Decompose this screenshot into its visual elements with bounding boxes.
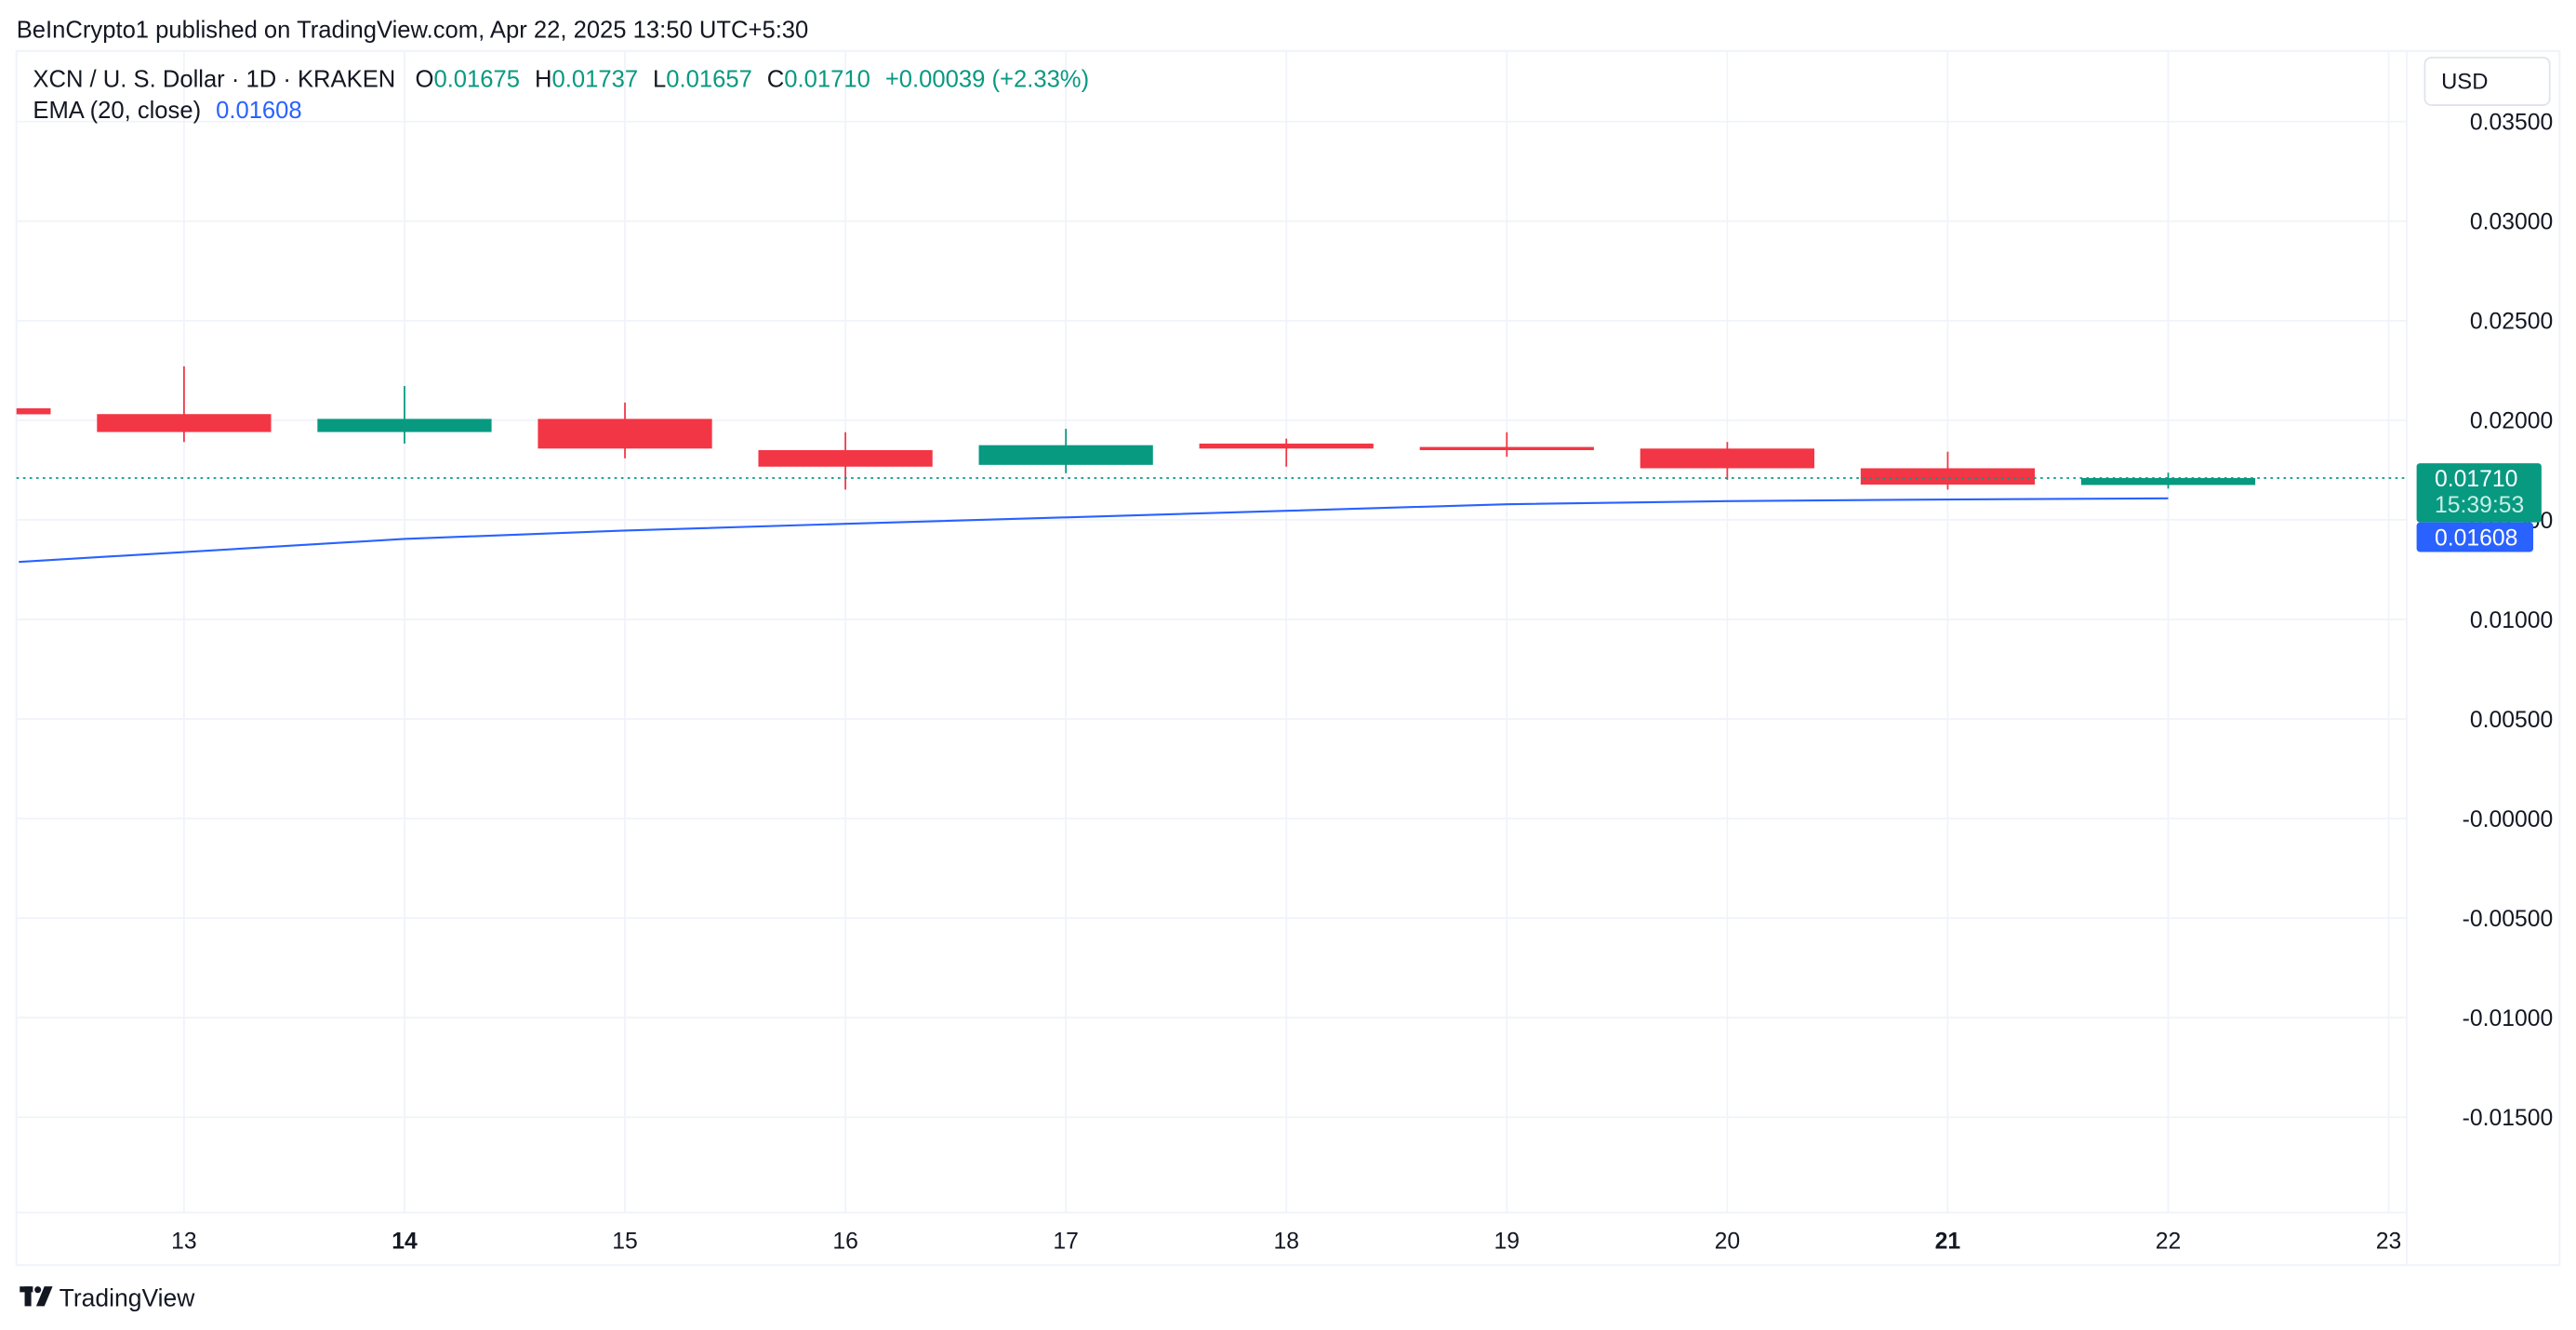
- y-tick-label: 0.02500: [2470, 310, 2553, 335]
- close-label: C: [767, 67, 785, 93]
- bar-countdown: 15:39:53: [2435, 493, 2524, 518]
- legend-ema[interactable]: EMA (20, close) 0.01608: [33, 98, 301, 124]
- candle-up: [2080, 472, 2256, 489]
- y-tick-label: 0.02000: [2470, 409, 2553, 434]
- candle-down: [758, 432, 933, 490]
- candle-body: [1419, 446, 1594, 450]
- candle-up: [317, 386, 492, 444]
- ema-label: EMA (20, close): [33, 98, 201, 124]
- x-tick-label: 18: [1273, 1230, 1299, 1255]
- grid: [16, 50, 2408, 1213]
- y-tick-label: 0.00500: [2470, 708, 2553, 733]
- x-tick-label: 21: [1935, 1230, 1961, 1255]
- candle-up: [978, 429, 1153, 473]
- change-value: +0.00039 (+2.33%): [885, 67, 1089, 93]
- y-tick-label: -0.00500: [2463, 907, 2554, 932]
- candle-body: [1640, 448, 1814, 469]
- x-tick-label: 16: [832, 1230, 858, 1255]
- chart-frame: [15, 49, 2561, 1267]
- candle-down: [1419, 432, 1594, 458]
- y-tick-label: 0.03000: [2470, 210, 2553, 235]
- price-axis[interactable]: 0.035000.030000.025000.020000.015000.010…: [2463, 111, 2554, 1132]
- candle-body: [317, 419, 492, 432]
- currency-label: USD: [2441, 69, 2488, 94]
- low-value: 0.01657: [666, 67, 752, 93]
- x-tick-label: 20: [1715, 1230, 1740, 1255]
- y-tick-label: 0.01000: [2470, 608, 2553, 633]
- close-value: 0.01710: [784, 67, 870, 93]
- published-caption: BeInCrypto1 published on TradingView.com…: [17, 18, 809, 44]
- open-label: O: [416, 67, 434, 93]
- legend-symbol: XCN / U. S. Dollar · 1D · KRAKEN: [33, 67, 395, 93]
- candle-body: [758, 449, 933, 467]
- ema-line: [19, 497, 2169, 564]
- candle-down: [1860, 451, 2036, 490]
- candle-body: [2080, 477, 2256, 485]
- last-price-label: [2416, 463, 2542, 523]
- x-tick-label: 13: [171, 1230, 197, 1255]
- candle-body: [97, 414, 272, 432]
- candle-down: [538, 402, 712, 459]
- legend-ohlc: XCN / U. S. Dollar · 1D · KRAKEN O0.0167…: [33, 67, 1089, 93]
- last-price-value: 0.01710: [2435, 467, 2517, 492]
- tradingview-brand: TradingView: [60, 1283, 196, 1311]
- candle-body: [1199, 443, 1374, 449]
- x-tick-label: 15: [612, 1230, 638, 1255]
- candle-body: [16, 408, 51, 415]
- ema-price-value: 0.01608: [2435, 525, 2517, 551]
- ema-value: 0.01608: [216, 98, 302, 124]
- tradingview-logo-icon: [20, 1286, 53, 1307]
- ema-price-label: [2416, 522, 2534, 552]
- x-tick-label: 19: [1494, 1230, 1520, 1255]
- candle-body: [538, 419, 712, 449]
- tradingview-logo[interactable]: TradingView: [20, 1283, 195, 1311]
- y-tick-label: -0.00000: [2463, 807, 2554, 832]
- currency-button[interactable]: [2423, 56, 2551, 106]
- low-label: L: [653, 67, 666, 93]
- high-value: 0.01737: [551, 67, 638, 93]
- candle-body: [978, 445, 1153, 465]
- x-tick-label: 23: [2376, 1230, 2402, 1255]
- time-axis[interactable]: 13 14 15 16 17 18 19 20 21 22 23: [171, 1230, 2401, 1255]
- candle-down: [1640, 442, 1814, 480]
- candle-down: [16, 408, 51, 415]
- y-tick-label: -0.01500: [2463, 1106, 2554, 1131]
- candle-body: [1860, 468, 2036, 485]
- x-tick-label: 14: [392, 1230, 418, 1255]
- x-tick-label: 22: [2156, 1230, 2182, 1255]
- open-value: 0.01675: [433, 67, 520, 93]
- y-tick-label: -0.01000: [2463, 1006, 2554, 1031]
- candle-down: [97, 366, 272, 443]
- candles: [16, 366, 2256, 490]
- x-tick-label: 17: [1053, 1230, 1079, 1255]
- candle-down: [1199, 438, 1374, 467]
- y-tick-label: 0.03500: [2470, 111, 2553, 136]
- high-label: H: [535, 67, 552, 93]
